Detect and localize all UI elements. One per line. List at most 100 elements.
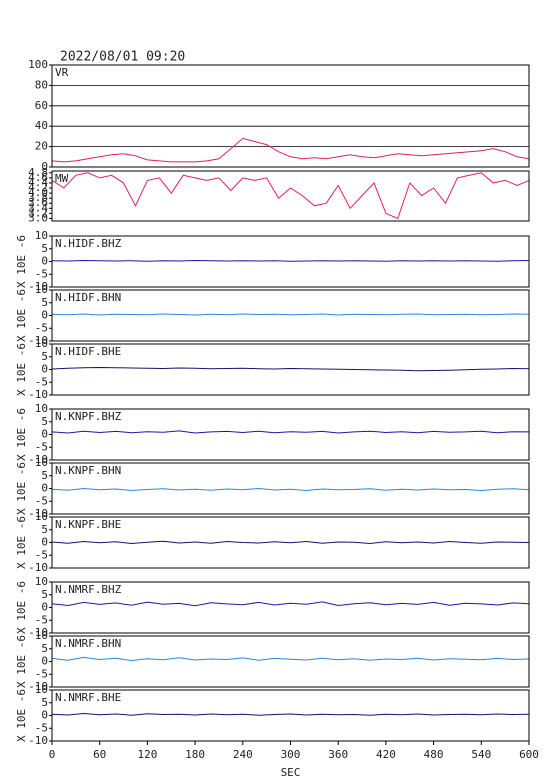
y-tick-label: 60 xyxy=(35,99,48,112)
y-axis-label: X 10E -6 xyxy=(15,408,28,461)
y-tick-label: -5 xyxy=(35,494,48,507)
data-line xyxy=(51,656,530,662)
panel-label: MW xyxy=(55,172,69,185)
data-line xyxy=(51,137,530,163)
y-tick-label: 10 xyxy=(35,283,48,296)
y-tick-label: 5 xyxy=(41,523,48,536)
data-line xyxy=(51,712,530,716)
panel-frame xyxy=(51,170,530,222)
panel-frame xyxy=(51,343,530,396)
y-tick-label: -10 xyxy=(28,453,48,466)
y-tick-label: 0 xyxy=(41,363,48,376)
y-axis-label: X 10E -6 xyxy=(15,635,28,688)
y-tick-label: 80 xyxy=(35,78,48,91)
x-tick-label: 0 xyxy=(49,748,56,761)
y-tick-label: 0 xyxy=(41,428,48,441)
x-axis-label: SEC xyxy=(281,766,301,779)
y-tick-label: 10 xyxy=(35,510,48,523)
data-line xyxy=(51,430,530,434)
y-tick-label: 0 xyxy=(41,601,48,614)
y-axis-label: X 10E -6 xyxy=(15,235,28,288)
panel-label: N.KNPF.BHE xyxy=(55,518,121,531)
y-tick-label: 40 xyxy=(35,119,48,132)
y-axis-label: X 10E -6 xyxy=(15,581,28,634)
y-tick-label: 5 xyxy=(41,350,48,363)
data-line xyxy=(51,540,530,545)
y-tick-label: 4.0 xyxy=(28,186,48,199)
x-tick-label: 60 xyxy=(93,748,106,761)
y-tick-label: 10 xyxy=(35,337,48,350)
y-tick-label: -10 xyxy=(28,507,48,520)
panel-frame xyxy=(51,462,530,515)
x-tick-label: 360 xyxy=(328,748,348,761)
y-axis-label: X 10E -6 xyxy=(15,516,28,569)
data-line xyxy=(51,313,530,316)
panel-frame xyxy=(51,64,530,168)
y-tick-label: 10 xyxy=(35,402,48,415)
y-tick-label: 100 xyxy=(28,58,48,71)
y-axis-label: X 10E -6 xyxy=(15,343,28,396)
y-axis-label: X 10E -6 xyxy=(15,689,28,742)
y-tick-label: 5 xyxy=(41,642,48,655)
panel-label: VR xyxy=(55,66,69,79)
chart-title: 2022/08/01 09:20 xyxy=(60,50,185,65)
y-tick-label: 3.6 xyxy=(28,196,48,209)
y-tick-label: -10 xyxy=(28,626,48,639)
y-tick-label: 0 xyxy=(41,160,48,173)
y-tick-label: -10 xyxy=(28,680,48,693)
panel-frame xyxy=(51,635,530,688)
y-tick-label: 5 xyxy=(41,469,48,482)
data-line xyxy=(51,487,530,492)
y-tick-label: 0 xyxy=(41,536,48,549)
panel-frame xyxy=(51,581,530,634)
y-tick-label: -5 xyxy=(35,321,48,334)
x-tick-label: 600 xyxy=(519,748,539,761)
x-tick-label: 300 xyxy=(281,748,301,761)
y-tick-label: 0 xyxy=(41,255,48,268)
panel-label: N.HIDF.BHE xyxy=(55,345,121,358)
y-tick-label: 0 xyxy=(41,655,48,668)
y-tick-label: 3.0 xyxy=(28,211,48,224)
panel-label: N.KNPF.BHN xyxy=(55,464,121,477)
y-tick-label: 4.6 xyxy=(28,171,48,184)
y-tick-label: 0 xyxy=(41,309,48,322)
y-tick-label: 3.4 xyxy=(28,201,48,214)
y-tick-label: 5 xyxy=(41,588,48,601)
y-tick-label: -10 xyxy=(28,280,48,293)
y-tick-label: 5 xyxy=(41,242,48,255)
y-tick-label: -10 xyxy=(28,561,48,574)
y-tick-label: 4.8 xyxy=(28,166,48,179)
y-tick-label: -5 xyxy=(35,721,48,734)
y-tick-label: -5 xyxy=(35,667,48,680)
data-line xyxy=(51,172,530,220)
y-tick-label: -5 xyxy=(35,375,48,388)
x-tick-label: 480 xyxy=(424,748,444,761)
panel-label: N.NMRF.BHN xyxy=(55,637,121,650)
y-tick-label: 3.2 xyxy=(28,206,48,219)
panel-label: N.KNPF.BHZ xyxy=(55,410,122,423)
y-tick-label: -5 xyxy=(35,613,48,626)
y-tick-label: -10 xyxy=(28,734,48,747)
y-tick-label: 0 xyxy=(41,482,48,495)
y-tick-label: -5 xyxy=(35,548,48,561)
y-tick-label: 5 xyxy=(41,696,48,709)
panel-frame xyxy=(51,235,530,288)
y-tick-label: 20 xyxy=(35,140,48,153)
data-line xyxy=(51,366,530,372)
y-tick-label: 10 xyxy=(35,629,48,642)
x-tick-label: 120 xyxy=(137,748,157,761)
y-tick-label: -10 xyxy=(28,334,48,347)
panel-label: N.NMRF.BHE xyxy=(55,691,121,704)
y-tick-label: 5 xyxy=(41,296,48,309)
panel-label: N.HIDF.BHZ xyxy=(55,237,122,250)
y-axis-label: X 10E -6 xyxy=(15,289,28,342)
y-tick-label: 10 xyxy=(35,683,48,696)
y-tick-label: 10 xyxy=(35,575,48,588)
y-tick-label: -10 xyxy=(28,388,48,401)
x-tick-label: 180 xyxy=(185,748,205,761)
panel-frame xyxy=(51,689,530,742)
y-tick-label: -5 xyxy=(35,440,48,453)
x-tick-label: 540 xyxy=(471,748,491,761)
